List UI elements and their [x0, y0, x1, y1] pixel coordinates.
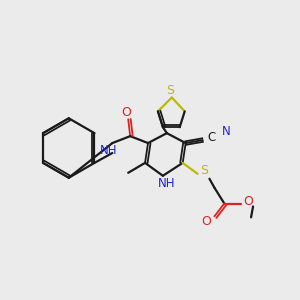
Text: S: S	[166, 84, 174, 97]
Text: O: O	[202, 215, 212, 228]
Text: NH: NH	[100, 145, 117, 158]
Text: C: C	[208, 130, 216, 144]
Text: NH: NH	[158, 177, 175, 190]
Text: O: O	[121, 106, 131, 119]
Text: N: N	[222, 125, 231, 138]
Text: S: S	[200, 164, 208, 177]
Text: O: O	[243, 195, 253, 208]
